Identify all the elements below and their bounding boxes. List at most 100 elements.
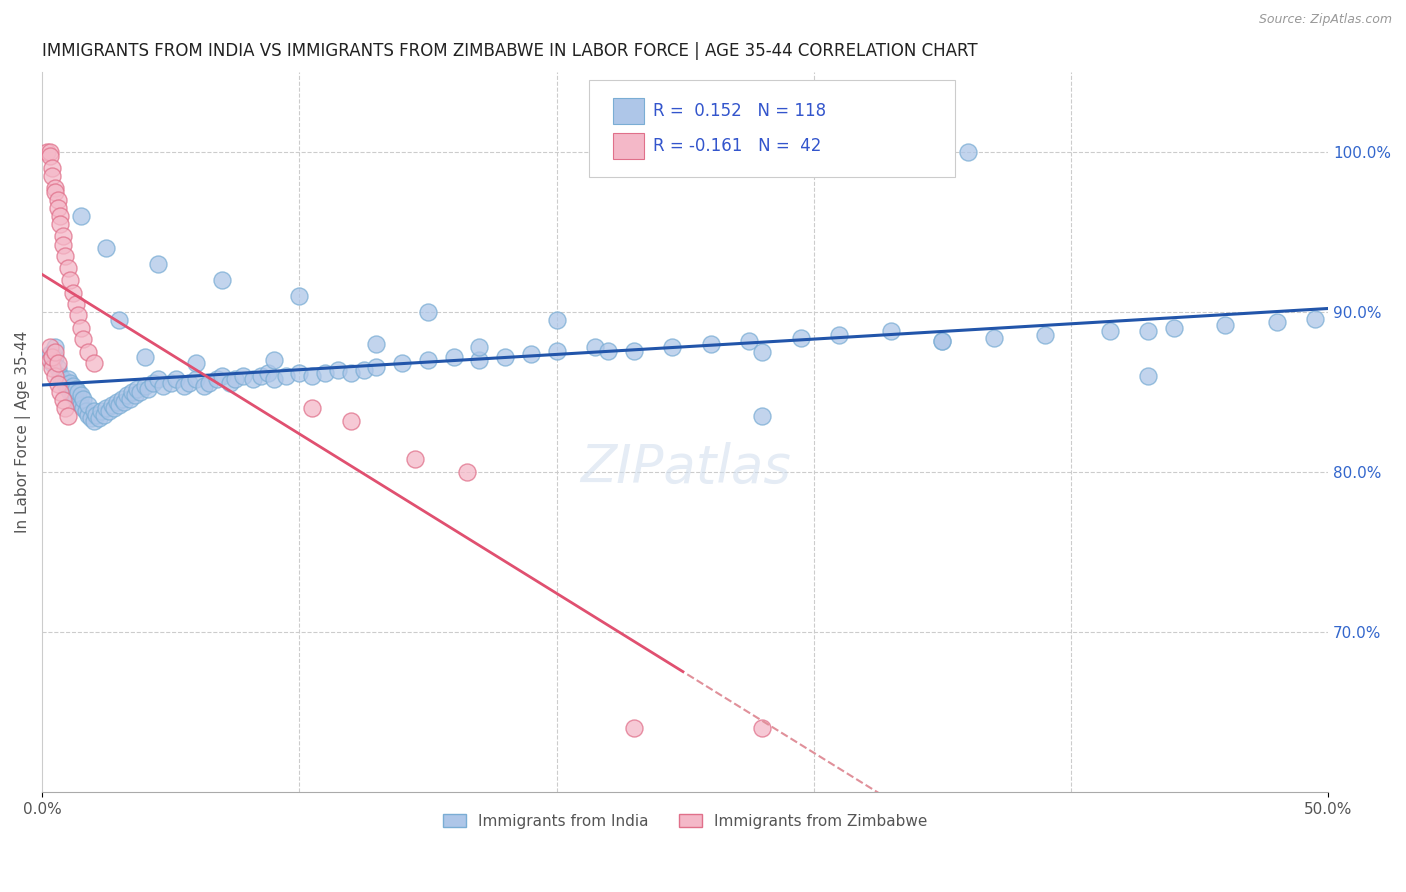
Point — [257, 366, 280, 380]
Point — [49, 210, 72, 224]
Point — [53, 377, 76, 392]
FancyBboxPatch shape — [613, 133, 644, 159]
Point — [173, 379, 195, 393]
Point — [83, 356, 105, 370]
Point — [96, 401, 118, 416]
Point — [103, 401, 125, 416]
Point — [205, 372, 228, 386]
Point — [1137, 369, 1160, 384]
Point — [44, 180, 66, 194]
Point — [159, 376, 181, 390]
Text: Source: ZipAtlas.com: Source: ZipAtlas.com — [1258, 13, 1392, 27]
Point — [301, 401, 323, 416]
Point — [661, 341, 683, 355]
Point — [77, 408, 100, 422]
Point — [59, 376, 82, 390]
Point — [100, 398, 122, 412]
Point — [37, 145, 59, 160]
Point — [700, 337, 723, 351]
Point — [53, 401, 76, 416]
Point — [41, 361, 63, 376]
Legend: Immigrants from India, Immigrants from Zimbabwe: Immigrants from India, Immigrants from Z… — [437, 807, 934, 835]
Point — [38, 145, 60, 160]
Point — [83, 404, 105, 418]
Point — [738, 334, 761, 348]
Point — [1213, 318, 1236, 332]
Point — [134, 379, 156, 393]
Point — [1137, 325, 1160, 339]
Text: ZIPatlas: ZIPatlas — [579, 442, 790, 494]
Point — [62, 388, 84, 402]
Point — [41, 350, 63, 364]
Point — [211, 273, 233, 287]
Point — [583, 341, 606, 355]
Point — [232, 369, 254, 384]
Point — [623, 721, 645, 735]
Point — [276, 369, 298, 384]
Point — [186, 356, 208, 370]
Point — [931, 334, 953, 348]
Point — [391, 356, 413, 370]
Point — [146, 257, 169, 271]
Point — [165, 372, 187, 386]
Point — [134, 350, 156, 364]
Point — [69, 210, 91, 224]
Point — [983, 331, 1005, 345]
Point — [44, 341, 66, 355]
Point — [416, 353, 439, 368]
Point — [62, 286, 84, 301]
Point — [44, 345, 66, 359]
Point — [263, 353, 285, 368]
Point — [177, 376, 200, 390]
Point — [520, 347, 543, 361]
Point — [1303, 311, 1326, 326]
Point — [108, 398, 131, 412]
Text: R =  0.152   N = 118: R = 0.152 N = 118 — [652, 103, 827, 120]
Point — [56, 382, 79, 396]
Point — [1265, 315, 1288, 329]
Point — [67, 385, 90, 400]
Point — [198, 376, 221, 390]
Point — [751, 721, 773, 735]
Point — [111, 392, 134, 406]
FancyBboxPatch shape — [589, 79, 955, 177]
Point — [118, 392, 141, 406]
Point — [751, 345, 773, 359]
Point — [90, 404, 112, 418]
Point — [146, 372, 169, 386]
Point — [72, 333, 94, 347]
Point — [596, 343, 619, 358]
Point — [49, 217, 72, 231]
Point — [62, 379, 84, 393]
Point — [263, 372, 285, 386]
Point — [52, 372, 75, 386]
Point — [1098, 325, 1121, 339]
Point — [456, 465, 478, 479]
Point — [83, 414, 105, 428]
Point — [59, 385, 82, 400]
Point — [59, 273, 82, 287]
Point — [339, 414, 361, 428]
Point — [957, 145, 980, 160]
Point — [1163, 321, 1185, 335]
Point — [546, 343, 568, 358]
Point — [46, 356, 69, 370]
Point — [353, 363, 375, 377]
Point — [77, 345, 100, 359]
Point — [69, 388, 91, 402]
Point — [115, 388, 138, 402]
Point — [880, 325, 903, 339]
Point — [69, 321, 91, 335]
Point — [65, 297, 87, 311]
Point — [366, 337, 388, 351]
Point — [46, 377, 69, 392]
Point — [65, 382, 87, 396]
Text: R = -0.161   N =  42: R = -0.161 N = 42 — [652, 136, 821, 155]
Point — [44, 350, 66, 364]
Point — [41, 356, 63, 370]
Point — [98, 404, 121, 418]
Point — [218, 376, 240, 390]
Point — [38, 347, 60, 361]
Point — [67, 394, 90, 409]
Point — [193, 379, 215, 393]
